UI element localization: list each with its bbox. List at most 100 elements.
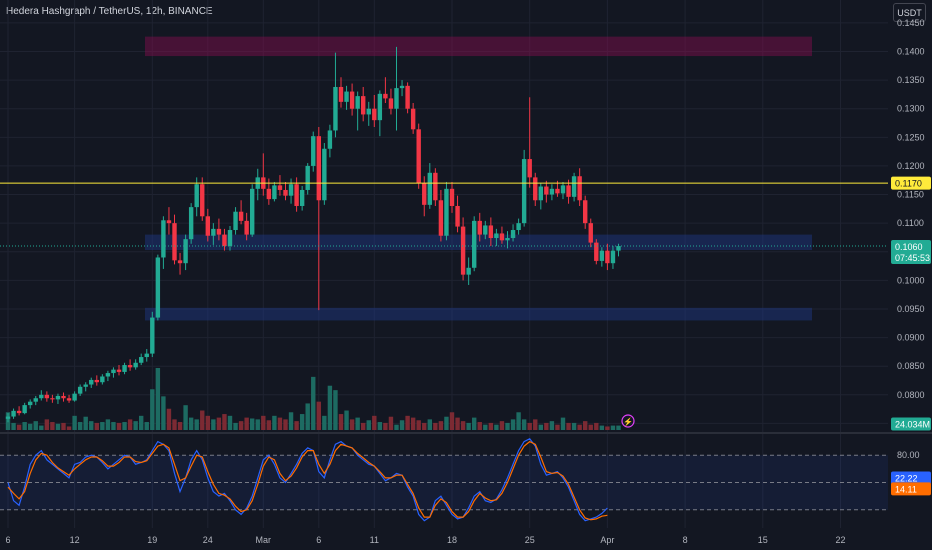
volume-bar [161, 396, 166, 430]
candle-body [544, 186, 549, 195]
candle-body [116, 369, 122, 372]
price-axis-label: 0.1300 [897, 104, 925, 114]
grid-lines [0, 0, 932, 528]
volume-tag-text: 24.034M [895, 420, 930, 430]
stoch-k-line [7, 438, 608, 522]
candle-body [399, 85, 405, 89]
candle-body [127, 365, 133, 368]
support-price-tag-bg [891, 176, 931, 190]
volume-bar [477, 422, 482, 430]
candle-body [194, 184, 199, 208]
candle-body [549, 188, 555, 195]
volume-bar [538, 424, 543, 430]
volume-bar [516, 412, 521, 430]
price-zone [145, 36, 812, 57]
volume-bar [583, 421, 588, 430]
volume-bar [294, 421, 299, 430]
candle-body [488, 225, 494, 239]
candle-body [66, 398, 72, 401]
volume-bar [605, 426, 610, 430]
time-axis-label: 24 [203, 535, 213, 545]
candle-body [427, 172, 432, 205]
candle-body [244, 220, 249, 235]
candle-body [571, 176, 577, 197]
time-axis-label: Mar [256, 535, 272, 545]
volume-bar [422, 422, 427, 430]
candle-body [233, 211, 238, 231]
volume-bar [205, 415, 210, 430]
volume-bar [255, 419, 260, 430]
candle-body [55, 395, 61, 400]
volume-bar [571, 422, 577, 430]
horizontal-line [0, 182, 888, 247]
volume-bar [599, 425, 605, 430]
candle-body [272, 185, 277, 200]
volume-bar [383, 422, 388, 430]
volume-bars [5, 368, 621, 430]
stoch-k-tag-bg [891, 471, 931, 485]
candle-body [405, 85, 410, 109]
candle-body [566, 185, 571, 197]
volume-bar [127, 419, 133, 430]
volume-bar [277, 417, 283, 430]
volume-bar [410, 417, 416, 430]
stoch-d-line [7, 440, 608, 521]
volume-bar [288, 412, 294, 430]
volume-bar [566, 422, 571, 430]
volume-bar [344, 410, 349, 430]
volume-bar [16, 424, 22, 430]
volume-bar [77, 422, 83, 430]
volume-bar [416, 420, 421, 430]
volume-bar [316, 401, 321, 430]
volume-bar [305, 403, 310, 430]
last-price-tag-text: 07:45:53 [895, 253, 930, 263]
candle-body [205, 216, 210, 236]
candle-body [50, 398, 55, 400]
candle-body [94, 379, 99, 383]
volume-bar [66, 426, 72, 430]
volume-bar [238, 421, 244, 430]
volume-bar [560, 417, 566, 430]
candle-body [394, 88, 399, 109]
candle-body [288, 184, 294, 196]
volume-bar [466, 422, 471, 430]
volume-bar [338, 414, 344, 430]
volume-bar [94, 422, 99, 430]
candle-body [344, 91, 349, 102]
candle-body [521, 159, 527, 224]
volume-bar [11, 422, 16, 430]
time-axis-label: Apr [600, 535, 614, 545]
candle-body [216, 228, 222, 235]
volume-bar [399, 420, 405, 430]
price-axis-label: 0.1150 [897, 190, 924, 200]
volume-bar [111, 422, 116, 430]
candle-body [472, 220, 477, 268]
volume-bar [266, 420, 272, 430]
volume-bar [44, 419, 50, 430]
volume-bar [311, 376, 316, 430]
currency-button[interactable]: USDT [893, 3, 926, 22]
candle-body [277, 185, 283, 190]
volume-bar [216, 417, 222, 430]
candle-body [388, 98, 394, 109]
candle-body [605, 250, 610, 264]
volume-bar [394, 424, 399, 430]
time-axis-label: 6 [316, 535, 321, 545]
volume-bar [100, 422, 105, 430]
price-axis-label: 0.1450 [897, 18, 925, 28]
candle-body [122, 365, 127, 372]
price-axis-label: 0.0850 [897, 361, 925, 371]
volume-bar [122, 422, 127, 430]
volume-bar [250, 418, 255, 430]
volume-bar [194, 419, 199, 430]
stoch-k-tag-text: 22.22 [895, 473, 918, 483]
candle-body [172, 223, 177, 261]
volume-bar [521, 419, 527, 430]
candle-body [183, 239, 188, 264]
candle-body [311, 136, 316, 166]
price-axis-label: 0.0800 [897, 390, 925, 400]
candle-body [44, 394, 50, 399]
